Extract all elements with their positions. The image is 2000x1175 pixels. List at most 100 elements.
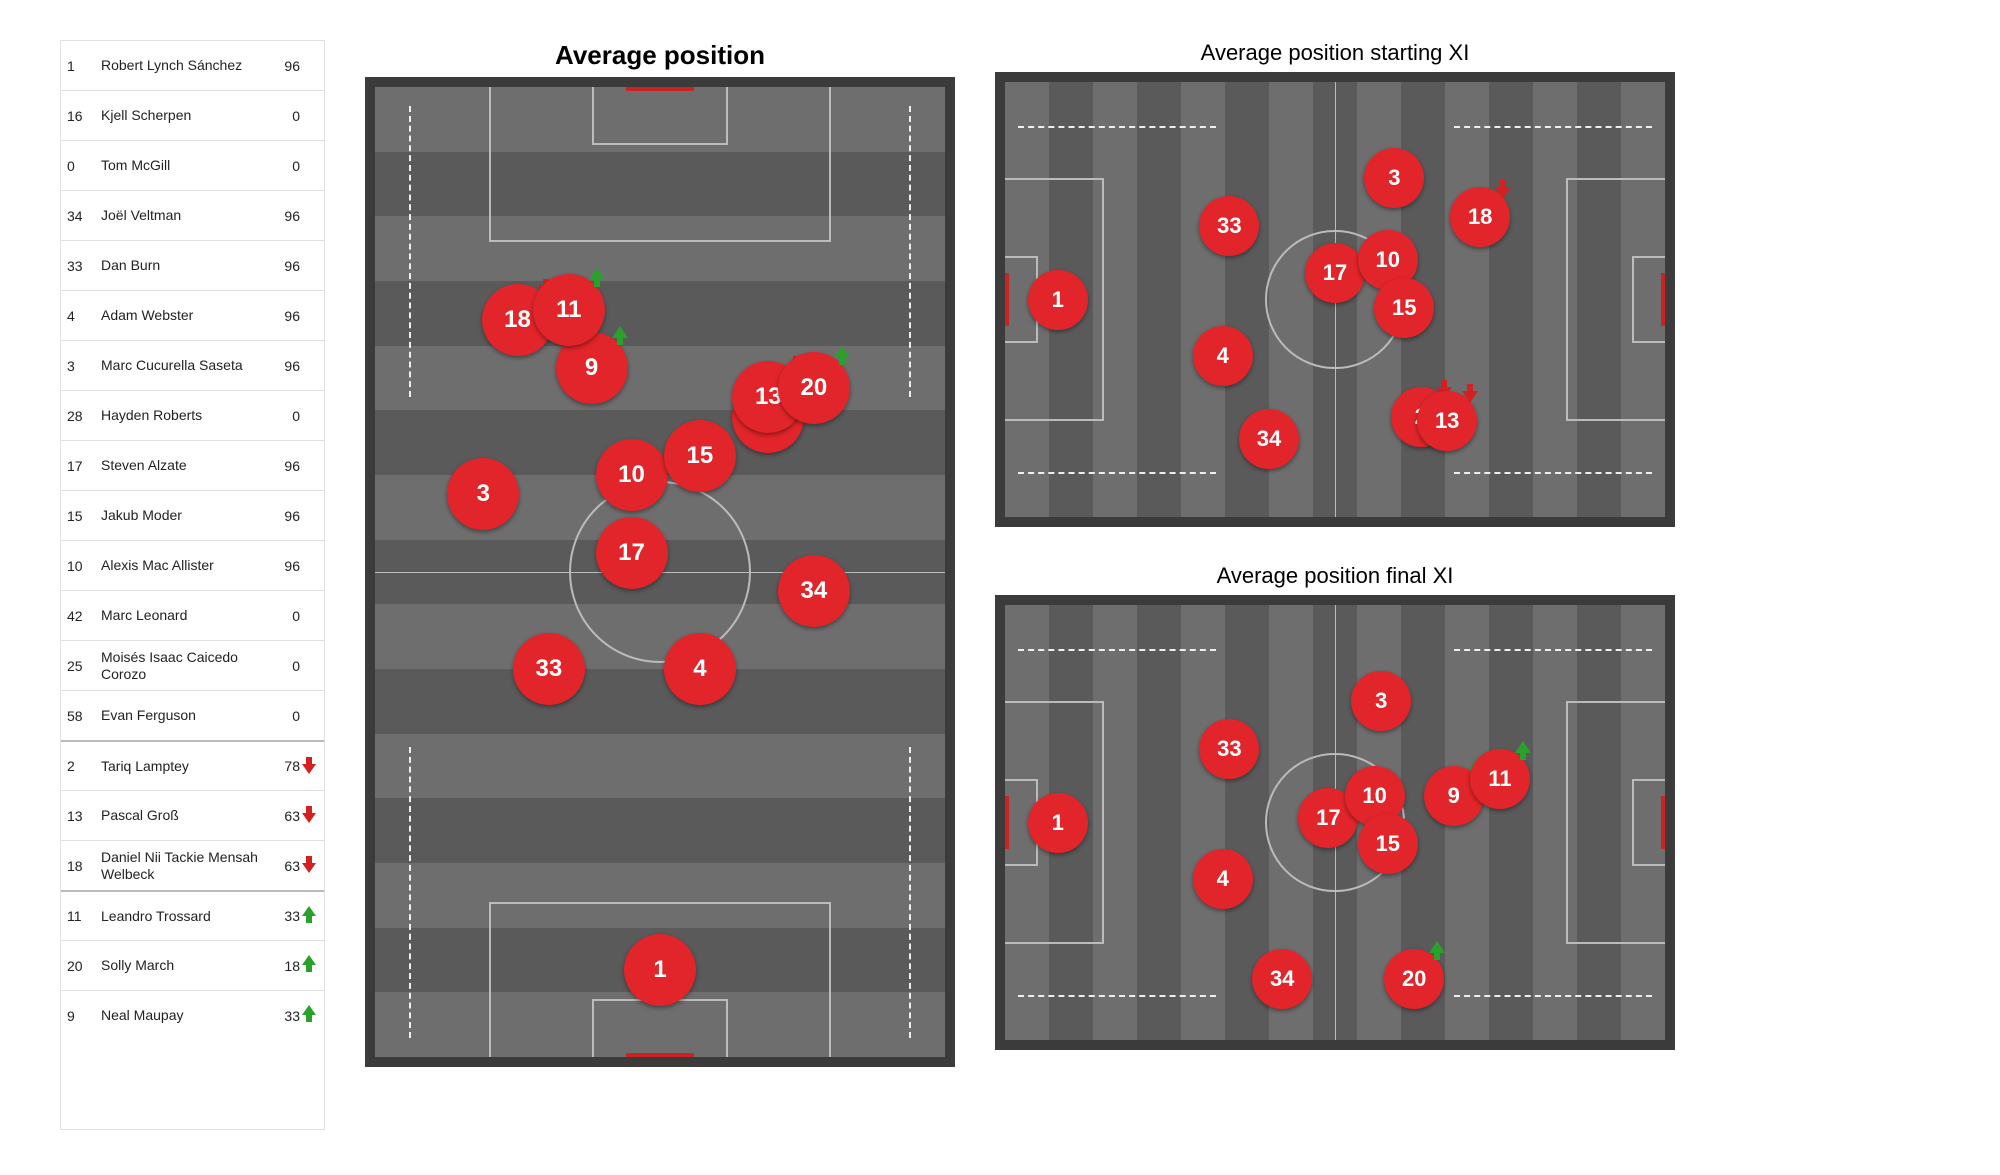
player-minutes: 33: [270, 908, 300, 924]
player-number: 16: [67, 108, 101, 124]
player-name: Tariq Lamptey: [101, 758, 270, 774]
player-marker: 3: [447, 458, 519, 530]
player-name: Evan Ferguson: [101, 707, 270, 723]
sub-on-icon: [302, 955, 316, 973]
pitch-final-xi: 133434317101591120: [995, 595, 1675, 1050]
player-marker: 34: [1239, 409, 1299, 469]
player-name: Robert Lynch Sánchez: [101, 57, 270, 73]
sub-on-icon: [834, 346, 850, 366]
player-row: 58Evan Ferguson0: [61, 690, 324, 740]
player-row: 17Steven Alzate96: [61, 440, 324, 490]
player-number: 28: [67, 408, 101, 424]
player-row: 20Solly March18: [61, 940, 324, 990]
sub-arrow-cell: [300, 955, 318, 976]
player-name: Pascal Groß: [101, 807, 270, 823]
player-marker: 3: [1364, 148, 1424, 208]
player-number: 0: [67, 158, 101, 174]
player-name: Jakub Moder: [101, 507, 270, 523]
player-row: 18Daniel Nii Tackie Mensah Welbeck63: [61, 840, 324, 890]
sub-on-icon: [302, 906, 316, 924]
player-minutes: 78: [270, 758, 300, 774]
player-name: Kjell Scherpen: [101, 107, 270, 123]
player-minutes: 96: [270, 258, 300, 274]
player-name: Daniel Nii Tackie Mensah Welbeck: [101, 849, 270, 881]
final-xi-wrap: Average position final XI 13343431710159…: [995, 563, 1675, 1050]
right-column: Average position starting XI 13343431710…: [995, 40, 1675, 1130]
player-name: Leandro Trossard: [101, 908, 270, 924]
player-number: 17: [67, 458, 101, 474]
player-row: 13Pascal Groß63: [61, 790, 324, 840]
player-minutes: 0: [270, 408, 300, 424]
player-marker: 15: [664, 420, 736, 492]
player-marker: 17: [1305, 243, 1365, 303]
player-row: 42Marc Leonard0: [61, 590, 324, 640]
player-marker: 10: [596, 439, 668, 511]
sub-off-icon: [302, 756, 316, 774]
player-marker: 4: [664, 633, 736, 705]
player-marker: 1: [1028, 270, 1088, 330]
player-number: 10: [67, 558, 101, 574]
sub-on-icon: [589, 268, 605, 288]
player-marker: 34: [778, 555, 850, 627]
player-name: Tom McGill: [101, 157, 270, 173]
player-number: 4: [67, 308, 101, 324]
player-name: Adam Webster: [101, 307, 270, 323]
player-minutes: 96: [270, 558, 300, 574]
player-row: 2Tariq Lamptey78: [61, 740, 324, 790]
player-number: 25: [67, 658, 101, 674]
sub-arrow-cell: [300, 906, 318, 927]
player-minutes: 0: [270, 608, 300, 624]
player-marker: 1: [624, 934, 696, 1006]
sub-off-icon: [302, 855, 316, 873]
player-minutes: 96: [270, 358, 300, 374]
player-number: 18: [67, 858, 101, 874]
player-name: Joël Veltman: [101, 207, 270, 223]
main-pitch-wrap: Average position 13343417310152132091811: [365, 40, 955, 1130]
player-name: Moisés Isaac Caicedo Corozo: [101, 649, 270, 681]
player-minutes: 18: [270, 958, 300, 974]
player-table: 1Robert Lynch Sánchez9616Kjell Scherpen0…: [60, 40, 325, 1130]
player-marker: 1: [1028, 793, 1088, 853]
player-marker: 17: [596, 517, 668, 589]
player-minutes: 0: [270, 708, 300, 724]
player-marker: 33: [1199, 196, 1259, 256]
player-minutes: 96: [270, 208, 300, 224]
player-number: 3: [67, 358, 101, 374]
player-minutes: 96: [270, 58, 300, 74]
player-name: Hayden Roberts: [101, 407, 270, 423]
player-row: 28Hayden Roberts0: [61, 390, 324, 440]
player-number: 33: [67, 258, 101, 274]
player-marker: 4: [1193, 849, 1253, 909]
player-row: 1Robert Lynch Sánchez96: [61, 40, 324, 90]
figure-root: 1Robert Lynch Sánchez9616Kjell Scherpen0…: [60, 40, 1940, 1130]
sub-arrow-cell: [300, 805, 318, 826]
player-minutes: 0: [270, 158, 300, 174]
player-marker: 34: [1252, 949, 1312, 1009]
sub-on-icon: [1429, 941, 1445, 961]
sub-arrow-cell: [300, 855, 318, 876]
player-row: 3Marc Cucurella Saseta96: [61, 340, 324, 390]
sub-off-icon: [1462, 383, 1478, 403]
sub-on-icon: [1515, 741, 1531, 761]
player-row: 34Joël Veltman96: [61, 190, 324, 240]
player-marker: 4: [1193, 326, 1253, 386]
player-row: 33Dan Burn96: [61, 240, 324, 290]
player-row: 15Jakub Moder96: [61, 490, 324, 540]
player-minutes: 63: [270, 858, 300, 874]
starting-xi-wrap: Average position starting XI 13343431710…: [995, 40, 1675, 527]
sub-off-icon: [1495, 179, 1511, 199]
sub-on-icon: [612, 326, 628, 346]
player-number: 15: [67, 508, 101, 524]
player-number: 2: [67, 758, 101, 774]
player-row: 0Tom McGill0: [61, 140, 324, 190]
player-number: 1: [67, 58, 101, 74]
player-marker: 15: [1358, 814, 1418, 874]
pitch-starting-xi: 133434317101518213: [995, 72, 1675, 527]
player-minutes: 96: [270, 508, 300, 524]
player-number: 13: [67, 808, 101, 824]
player-row: 16Kjell Scherpen0: [61, 90, 324, 140]
pitch-main: 13343417310152132091811: [365, 77, 955, 1067]
player-row: 10Alexis Mac Allister96: [61, 540, 324, 590]
starting-xi-title: Average position starting XI: [1201, 40, 1470, 66]
sub-off-icon: [302, 805, 316, 823]
